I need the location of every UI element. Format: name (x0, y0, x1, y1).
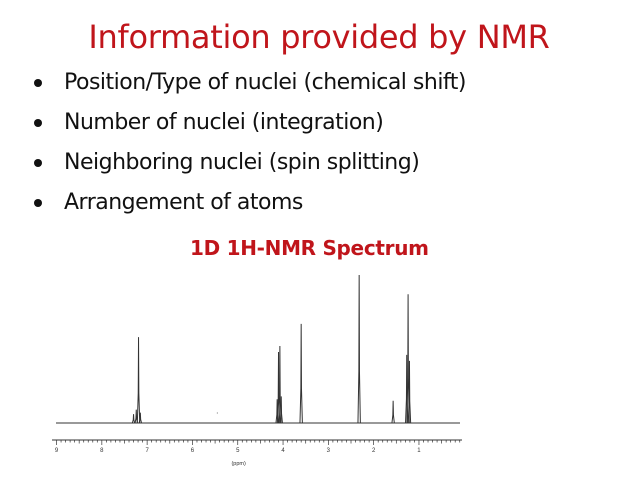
x-axis-tick-label: 3 (327, 448, 331, 454)
x-axis-tick-label: 2 (372, 448, 376, 454)
spectrum-peak (134, 409, 138, 424)
spectrum-peak (138, 412, 143, 424)
bullet-item: Position/Type of nuclei (chemical shift) (34, 64, 467, 104)
spectrum-peak (279, 396, 283, 424)
bullet-text: Arrangement of atoms (64, 190, 303, 215)
bullet-list: Position/Type of nuclei (chemical shift)… (34, 64, 467, 224)
x-axis-tick-label: 5 (236, 448, 240, 454)
bullet-text: Position/Type of nuclei (chemical shift) (64, 70, 467, 95)
bullet-dot-icon (34, 159, 42, 167)
slide-title: Information provided by NMR (88, 18, 550, 56)
x-axis-unit-label: (ppm) (231, 461, 246, 467)
spectrum-peak (299, 323, 303, 424)
spectrum-title: 1D 1H-NMR Spectrum (190, 236, 429, 260)
spectrum-peak (406, 294, 410, 424)
x-axis-tick-label: 6 (191, 448, 195, 454)
bullet-dot-icon (34, 199, 42, 207)
bullet-dot-icon (34, 119, 42, 127)
x-axis-tick-label: 8 (100, 448, 104, 454)
x-axis-tick-label: 1 (417, 448, 421, 454)
spectrum-peak (407, 360, 412, 424)
bullet-item: Neighboring nuclei (spin splitting) (34, 144, 466, 184)
spectrum-noise-dot (216, 412, 218, 414)
spectrum-peak (131, 414, 136, 424)
spectrum-peak (391, 400, 395, 424)
bullet-text: Number of nuclei (integration) (64, 110, 384, 135)
bullet-text: Neighboring nuclei (spin splitting) (64, 150, 420, 175)
bullet-dot-icon (34, 79, 42, 87)
spectrum-peak (136, 337, 141, 424)
bullet-item: Number of nuclei (integration) (34, 104, 466, 144)
bullet-item: Arrangement of atoms (34, 184, 466, 224)
x-axis-tick-label: 7 (145, 448, 149, 454)
x-axis-tick-label: 4 (281, 448, 285, 454)
x-axis-tick-label: 9 (55, 448, 59, 454)
spectrum-peak (357, 274, 361, 424)
spectrum-peak (278, 346, 282, 424)
